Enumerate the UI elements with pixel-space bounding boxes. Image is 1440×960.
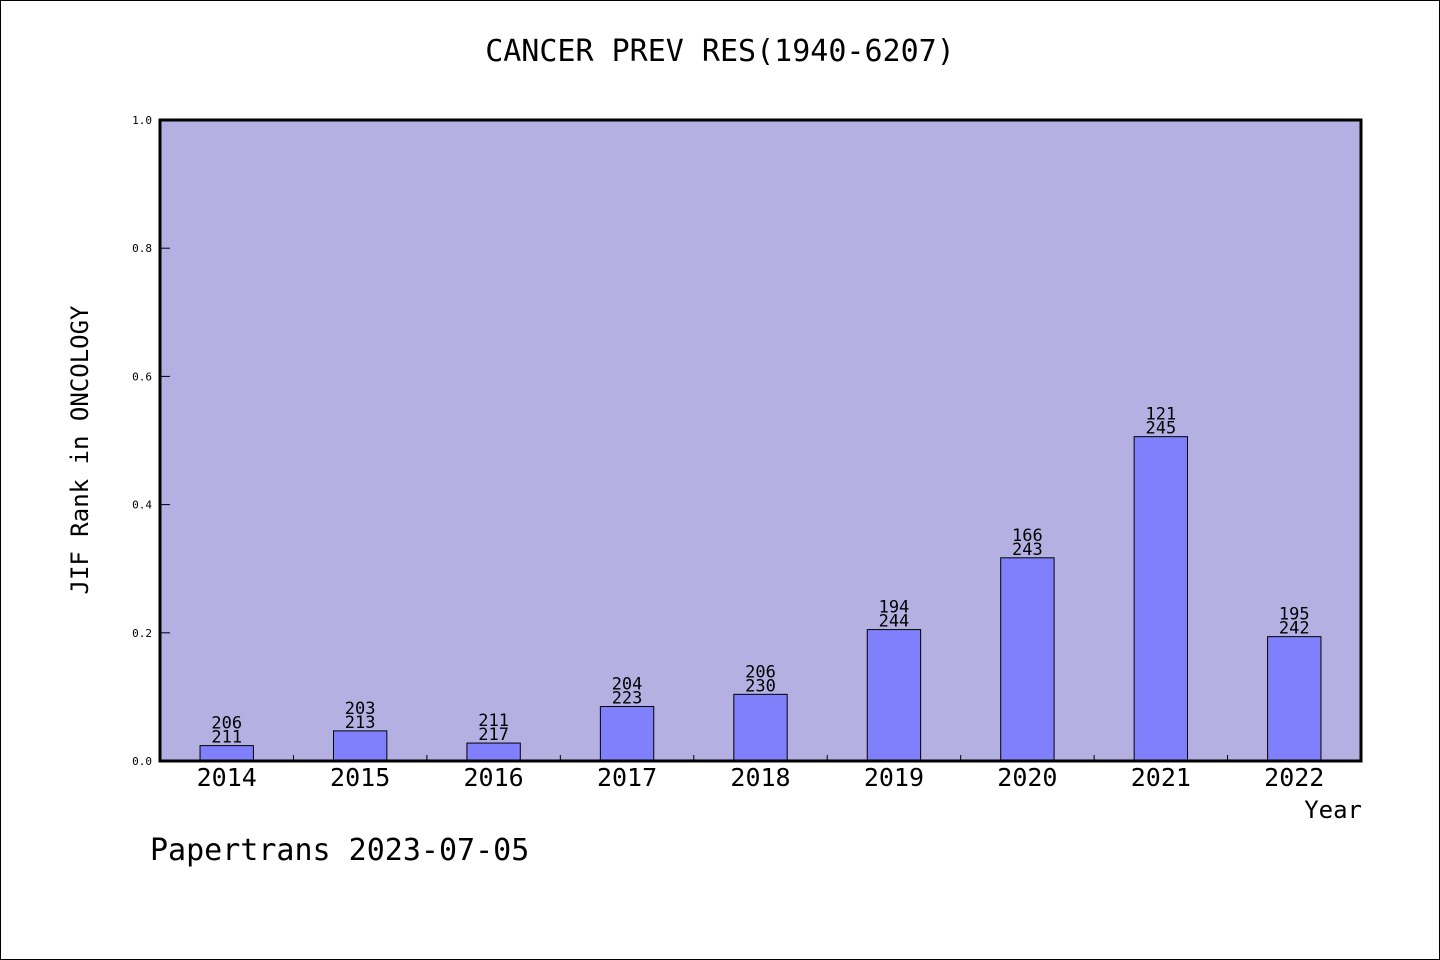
bar-label-total: 243 xyxy=(1012,540,1043,560)
y-tick-label: 0.6 xyxy=(132,370,152,383)
bar-label-rank: 195 xyxy=(1279,605,1310,625)
bars xyxy=(199,436,1322,762)
bar-2022 xyxy=(1267,636,1322,762)
x-tick-label: 2017 xyxy=(597,763,657,792)
x-axis-label: Year xyxy=(1304,796,1362,824)
bar-label-rank: 206 xyxy=(745,662,776,682)
x-tick-label: 2018 xyxy=(730,763,790,792)
y-tick-label: 0.0 xyxy=(132,755,152,768)
bar-label-total: 230 xyxy=(745,676,776,696)
bar-2015 xyxy=(332,730,388,762)
bar-2017 xyxy=(599,706,655,762)
bar-label-rank: 166 xyxy=(1012,526,1043,546)
bar-2021 xyxy=(1133,436,1189,762)
footer-credit: Papertrans 2023-07-05 xyxy=(150,833,530,868)
x-tick-label: 2014 xyxy=(197,763,257,792)
bar-label-total: 211 xyxy=(211,728,242,748)
y-tick-label: 0.4 xyxy=(132,499,152,512)
y-axis-label: JIF Rank in ONCOLOGY xyxy=(66,305,94,595)
bar-label-total: 223 xyxy=(612,689,643,709)
x-tick-label: 2019 xyxy=(864,763,924,792)
chart-title: CANCER PREV RES(1940-6207) xyxy=(485,34,955,69)
x-tick-label: 2016 xyxy=(464,763,524,792)
y-tick-label: 1.0 xyxy=(132,114,152,127)
bar-label-rank: 211 xyxy=(478,711,509,731)
plot-border xyxy=(158,118,1363,763)
bar-label-total: 217 xyxy=(478,725,509,745)
bar-label-total: 242 xyxy=(1279,619,1310,639)
bar-label-total: 244 xyxy=(879,612,910,632)
y-tick-label: 0.8 xyxy=(132,242,152,255)
x-tick-label: 2021 xyxy=(1131,763,1191,792)
bar-label-total: 213 xyxy=(345,713,376,733)
bar-label-rank: 204 xyxy=(612,675,643,695)
x-tick-label: 2015 xyxy=(330,763,390,792)
bar-2016 xyxy=(466,742,521,762)
bar-2018 xyxy=(733,693,788,762)
bar-label-rank: 121 xyxy=(1145,405,1176,425)
x-tick-label: 2020 xyxy=(997,763,1057,792)
bar-label-rank: 203 xyxy=(345,699,376,719)
tick-labels: 0.00.20.40.60.81.02062112014203213201521… xyxy=(132,114,1324,792)
bar-label-total: 245 xyxy=(1145,419,1176,439)
bar-2019 xyxy=(866,629,922,762)
y-tick-label: 0.2 xyxy=(132,627,152,640)
bar-2014 xyxy=(199,745,254,762)
bar-label-rank: 194 xyxy=(879,598,910,618)
bar-2020 xyxy=(1000,557,1055,762)
bar-label-rank: 206 xyxy=(211,714,242,734)
x-tick-label: 2022 xyxy=(1264,763,1324,792)
